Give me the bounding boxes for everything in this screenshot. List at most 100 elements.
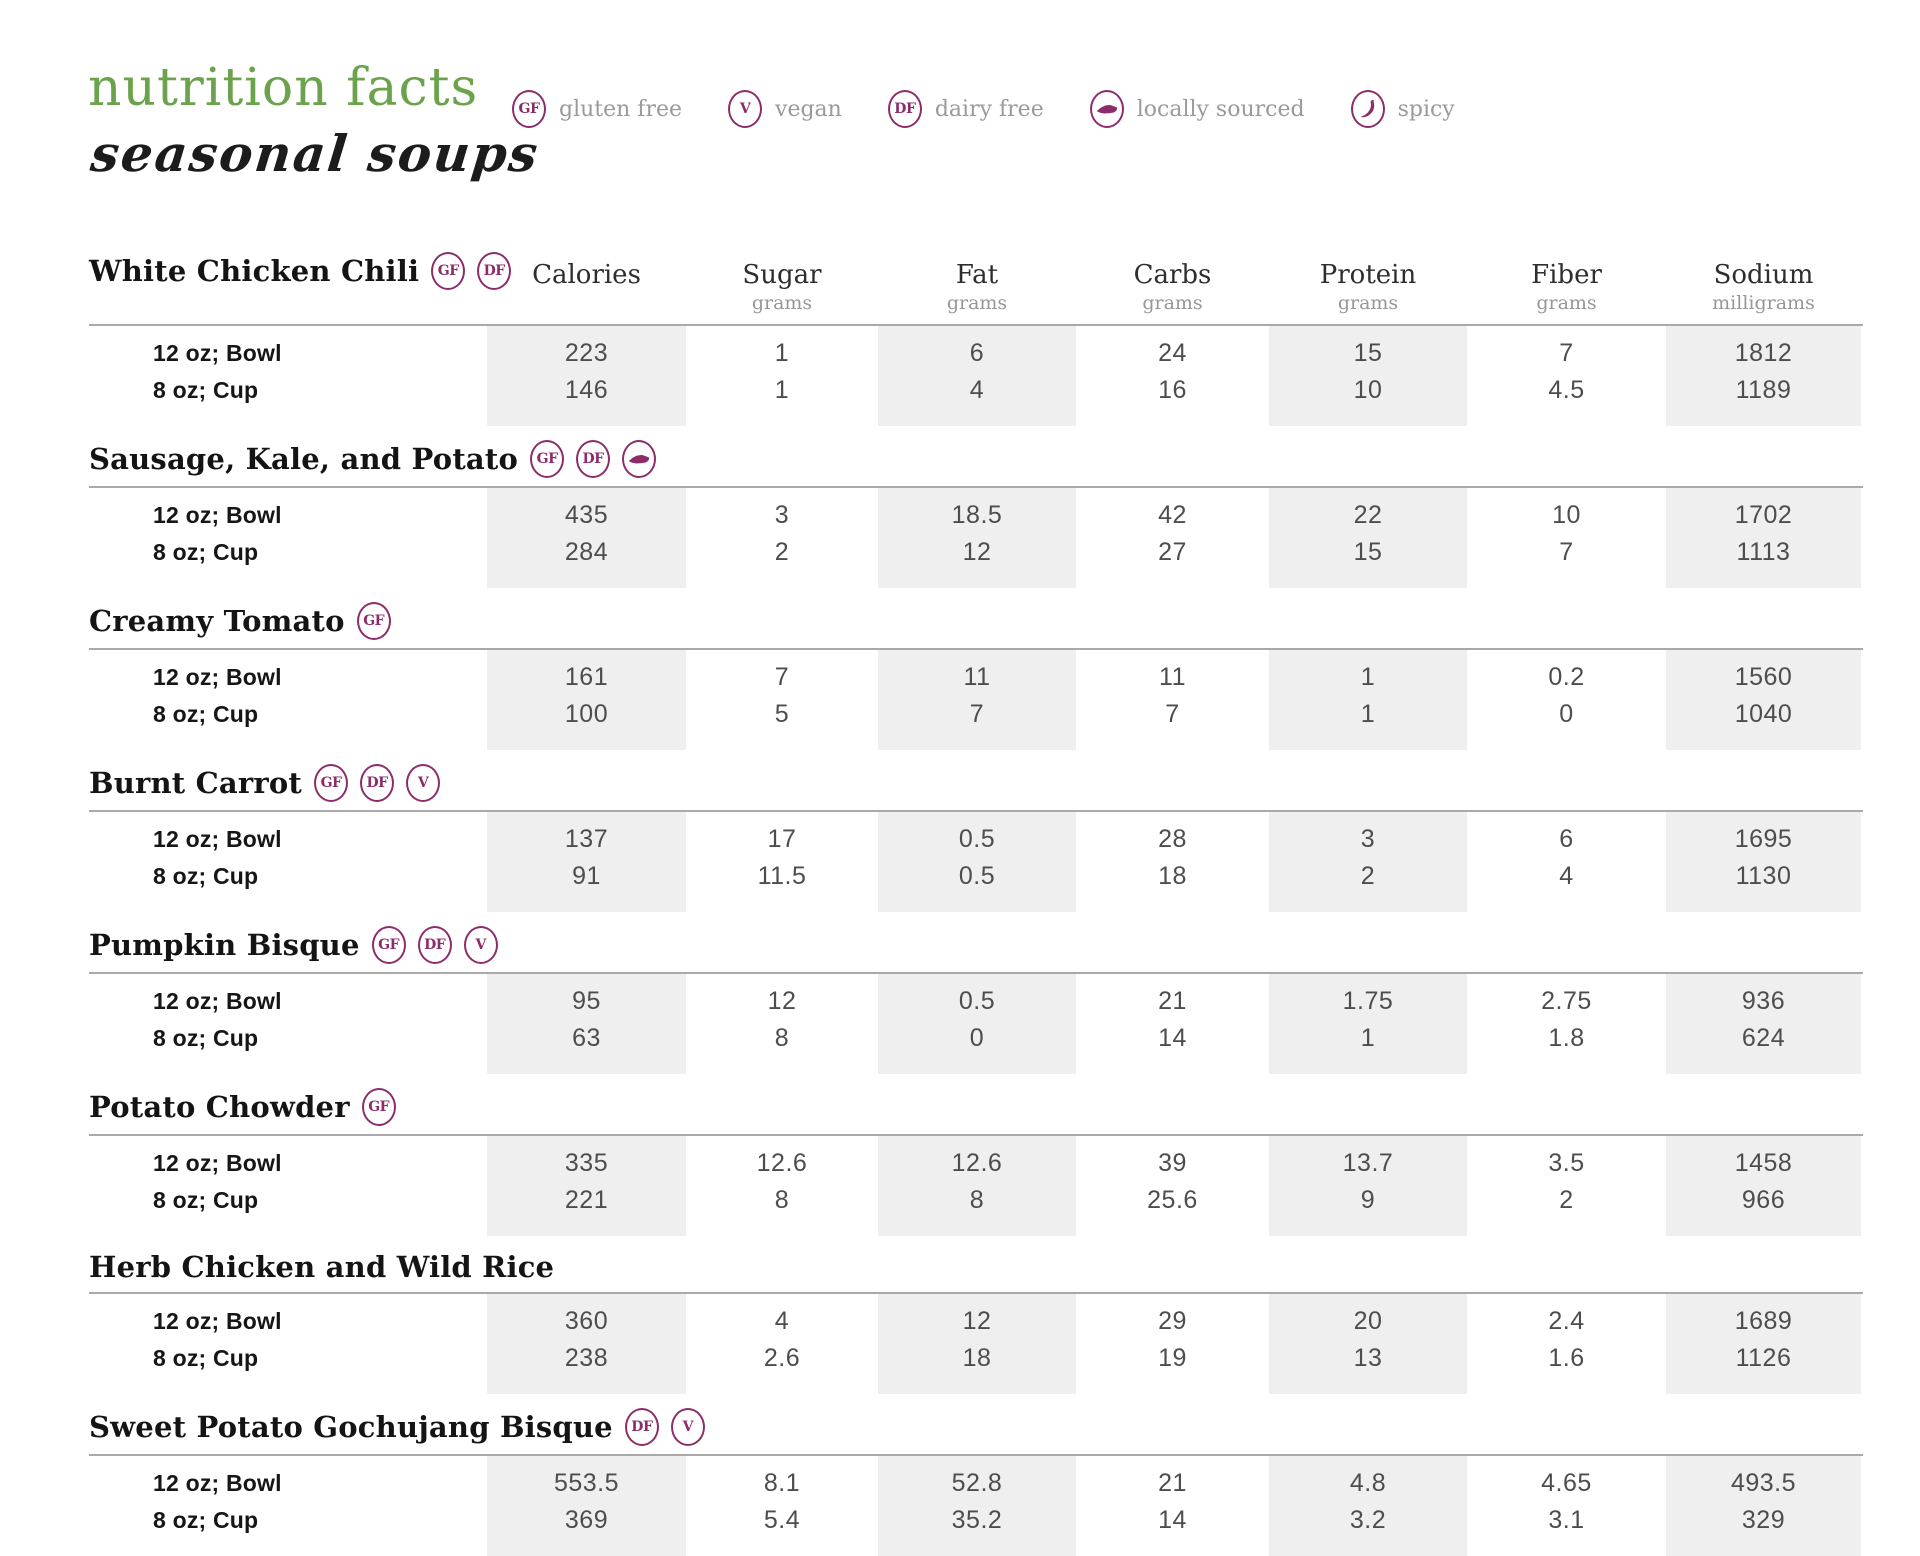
shaded-column [878,812,1076,912]
section-divider [89,972,1863,974]
value-calories: 284 [564,538,609,566]
soup-section-herb-chicken-and-wild-rice: Herb Chicken and Wild Rice 12 oz; Bowl 360… [89,1236,1863,1394]
value-sodium: 1113 [1736,538,1791,566]
shaded-column [1269,974,1467,1074]
value-sodium: 1702 [1734,501,1793,529]
v-badge-icon: V [670,1408,705,1446]
section-head: Herb Chicken and Wild Rice [89,1236,1863,1292]
value-calories: 335 [564,1149,609,1177]
value-fiber: 2.4 [1548,1307,1585,1335]
section-rows: 12 oz; Bowl 435 3 18.5 42 22 10 1702 8 oz; Cup 28… [89,488,1863,588]
shaded-column [487,650,686,750]
nutrition-facts-sheet: nutrition facts seasonal soups GF gluten … [88,58,1863,1556]
value-sugar: 8 [774,1186,790,1214]
shaded-column [1269,812,1467,912]
section-divider [89,1454,1863,1456]
soup-name: Potato Chowder [89,1090,350,1124]
value-sodium: 1126 [1735,1344,1792,1372]
section-divider [89,1134,1863,1136]
value-carbs: 11 [1159,663,1186,691]
soup-section-white-chicken-chili: White Chicken Chili GF DF Calories Sugar gram… [89,238,1863,426]
table-row: 12 oz; Bowl 335 12.6 12.6 39 13.7 3.5 1458 [89,1145,1863,1182]
value-fat: 11 [963,663,991,691]
soup-section-creamy-tomato: Creamy Tomato GF 12 oz; Bowl 161 7 11 11 1 0.2 15… [89,588,1863,750]
value-sugar: 12.6 [756,1149,808,1177]
column-header-sugar: Sugar grams [686,260,878,316]
section-rows: 12 oz; Bowl 161 7 11 11 1 0.2 1560 8 oz; Cup 100 5… [89,650,1863,750]
value-fat: 18.5 [951,501,1003,529]
shaded-column [487,812,686,912]
serving-size-label: 12 oz; Bowl [153,988,282,1014]
value-sodium: 936 [1741,987,1786,1015]
column-label: Protein [1319,260,1417,290]
value-sodium: 1689 [1734,1307,1793,1335]
section-divider [89,648,1863,650]
value-fiber: 3.5 [1548,1149,1585,1177]
section-rows: 12 oz; Bowl 360 4 12 29 20 2.4 1689 8 oz; Cup 238… [89,1294,1863,1394]
table-row: 12 oz; Bowl 360 4 12 29 20 2.4 1689 [89,1303,1863,1340]
value-fat: 8 [969,1186,985,1214]
shaded-column [1666,974,1861,1074]
table-row: 12 oz; Bowl 435 3 18.5 42 22 10 1702 [89,497,1863,534]
column-unit: milligrams [1712,292,1815,314]
shaded-column [487,1294,686,1394]
soup-name: Burnt Carrot [89,766,303,800]
serving-size-label: 12 oz; Bowl [153,1308,282,1334]
value-calories: 223 [564,339,609,367]
value-calories: 238 [564,1344,609,1372]
value-sugar: 1 [774,339,790,367]
shaded-column [1666,812,1861,912]
value-carbs: 7 [1165,700,1180,728]
serving-size-label: 8 oz; Cup [153,1345,259,1371]
value-carbs: 14 [1158,1024,1187,1052]
soup-title-cell: White Chicken Chili GF DF [89,252,512,316]
gluten-free-badge-icon: GF [512,90,546,128]
legend-item-locally-sourced: locally sourced [1089,90,1305,128]
table-row: 8 oz; Cup 100 5 7 7 1 0 1040 [89,696,1863,733]
serving-size-label: 8 oz; Cup [153,377,259,403]
section-head: Creamy Tomato GF [89,588,1863,648]
value-carbs: 42 [1158,501,1187,529]
shaded-column [487,488,686,588]
value-fiber: 3.1 [1548,1506,1585,1534]
shaded-column [1666,650,1861,750]
value-calories: 95 [572,987,601,1015]
df-badge-icon: DF [624,1408,659,1446]
kentucky-icon [622,440,657,478]
legend-item-dairy-free: DF dairy free [887,90,1044,128]
column-header-fat: Fat grams [878,260,1076,316]
soup-section-burnt-carrot: Burnt Carrot GF DF V 12 oz; Bowl 137 17 0.5 28 3 6… [89,750,1863,912]
column-label: Sugar [742,260,822,290]
value-fat: 0.5 [958,862,996,890]
value-sodium: 1040 [1734,700,1793,728]
legend-label: locally sourced [1136,96,1305,122]
shaded-column [878,326,1076,426]
shaded-column [1666,326,1861,426]
value-fat: 12.6 [951,1149,1003,1177]
value-sodium: 1458 [1734,1149,1793,1177]
value-fiber: 1.6 [1548,1344,1585,1372]
column-unit: grams [1337,292,1399,314]
shaded-column [1269,1136,1467,1236]
shaded-column [1269,1294,1467,1394]
soup-section-sweet-potato-gochujang-bisque: Sweet Potato Gochujang Bisque DF V 12 oz; B… [89,1394,1863,1556]
page-title: nutrition facts [88,58,479,118]
value-carbs: 18 [1158,862,1187,890]
value-sodium: 1560 [1734,663,1793,691]
table-row: 8 oz; Cup 238 2.6 18 19 13 1.6 1126 [89,1340,1863,1377]
value-protein: 22 [1353,501,1383,529]
soup-name: Herb Chicken and Wild Rice [89,1250,555,1284]
value-fiber: 0 [1559,700,1574,728]
section-head: Pumpkin Bisque GF DF V [89,912,1863,972]
table-row: 8 oz; Cup 63 8 0 14 1 1.8 624 [89,1020,1863,1057]
value-fiber: 10 [1552,501,1581,529]
df-badge-icon: DF [417,926,452,964]
serving-size-label: 12 oz; Bowl [153,664,282,690]
value-protein: 10 [1353,376,1383,404]
table-row: 8 oz; Cup 221 8 8 25.6 9 2 966 [89,1182,1863,1219]
serving-size-label: 8 oz; Cup [153,1187,259,1213]
column-label: Fat [955,260,999,290]
value-sodium: 1130 [1735,862,1792,890]
value-sugar: 2.6 [763,1344,801,1372]
